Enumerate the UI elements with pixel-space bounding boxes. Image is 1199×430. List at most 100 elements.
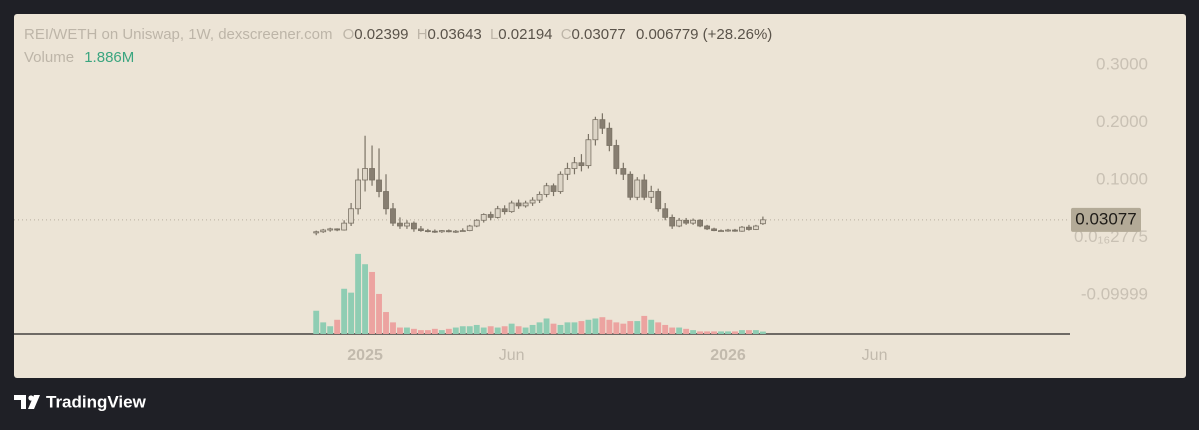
candle (557, 171, 564, 194)
candle (676, 217, 683, 228)
candle (445, 229, 452, 233)
candle-body (641, 179, 648, 198)
volume-bar (362, 264, 369, 334)
candle (417, 226, 424, 232)
volume-bar (404, 327, 410, 334)
candle-body (341, 222, 348, 231)
candle (404, 220, 410, 229)
volume-bar (438, 330, 445, 334)
candle-body (327, 228, 334, 231)
volume-bar (599, 317, 606, 334)
volume-bar (445, 328, 452, 334)
volume-bar (662, 324, 669, 334)
last-price-box (1071, 207, 1141, 232)
volume-bar (501, 326, 508, 334)
candle-body (536, 193, 543, 201)
candle-body (417, 228, 424, 232)
volume-bar (676, 327, 683, 334)
candle-body (424, 230, 431, 233)
legend-high: 0.03643 (428, 26, 482, 43)
candle-body (445, 230, 452, 233)
candle (508, 200, 515, 213)
volume-bar (466, 326, 473, 334)
candle-body (320, 229, 327, 233)
candle (529, 197, 536, 206)
volume-bar (383, 312, 389, 334)
volume-legend: Volume 1.886M (24, 49, 134, 66)
volume-bar (320, 322, 327, 334)
volume-bar (564, 322, 571, 334)
candle (648, 185, 655, 204)
candle (397, 217, 403, 229)
candle (466, 224, 473, 232)
volume-bar (522, 327, 529, 334)
candle (536, 191, 543, 204)
candle-body (655, 191, 662, 210)
volume-bar (452, 327, 459, 334)
candle (348, 203, 355, 227)
y-tick-label: -0.09999 (1081, 284, 1148, 303)
candle (459, 228, 466, 233)
volume-bar (746, 330, 752, 334)
volume-bar (732, 331, 738, 334)
candle-body (718, 230, 724, 233)
candle (501, 205, 508, 215)
candle (753, 224, 759, 231)
brand[interactable]: TradingView (14, 392, 147, 411)
candle-body (404, 222, 410, 227)
legend-close: 0.03077 (572, 26, 626, 43)
candle (452, 230, 459, 233)
candle-body (369, 168, 375, 181)
candle (543, 182, 550, 198)
volume-bar (655, 322, 662, 334)
candle (362, 135, 368, 192)
candle (704, 224, 710, 231)
candle-body (592, 119, 599, 141)
candle (627, 171, 634, 201)
candle (725, 228, 731, 232)
volume-bar (515, 326, 522, 334)
candle-body (571, 162, 578, 169)
candle-body (746, 226, 752, 230)
candle (711, 227, 717, 232)
volume-bar (327, 326, 334, 334)
candle (487, 211, 494, 221)
volume-bar (369, 271, 375, 334)
volume-bar (634, 321, 641, 334)
candle-body (697, 219, 703, 227)
volume-bar (543, 318, 550, 334)
candle (690, 218, 697, 225)
volume-bar (473, 324, 480, 334)
candle-body (662, 208, 669, 218)
last-price-label: 0.03077 (1075, 209, 1136, 228)
candle-body (732, 229, 738, 232)
candle (564, 162, 571, 181)
x-tick-label: Jun (499, 347, 525, 364)
x-tick-label: 2026 (710, 347, 746, 364)
brand-logo (14, 395, 40, 409)
volume-bar (620, 323, 627, 334)
candle-body (648, 191, 655, 198)
x-tick-label: Jun (862, 347, 888, 364)
volume-bar (376, 293, 382, 334)
candle (390, 203, 396, 227)
x-tick-label: 2025 (347, 347, 383, 364)
volume-bar (725, 331, 731, 334)
volume-bar (592, 318, 599, 334)
legend-h: H (417, 26, 428, 43)
volume-bar (718, 331, 724, 334)
candle-body (739, 226, 745, 232)
volume-bar (585, 319, 592, 334)
candle (732, 228, 738, 232)
candle-body (334, 228, 341, 231)
volume-bar (529, 324, 536, 334)
volume-bar (487, 326, 494, 334)
chart-background (14, 14, 1186, 378)
volume-bar (648, 319, 655, 334)
volume-bar (334, 319, 341, 334)
legend-c: C (561, 26, 572, 43)
candle-body (606, 127, 613, 146)
candle-body (669, 216, 676, 227)
candle (341, 220, 348, 231)
